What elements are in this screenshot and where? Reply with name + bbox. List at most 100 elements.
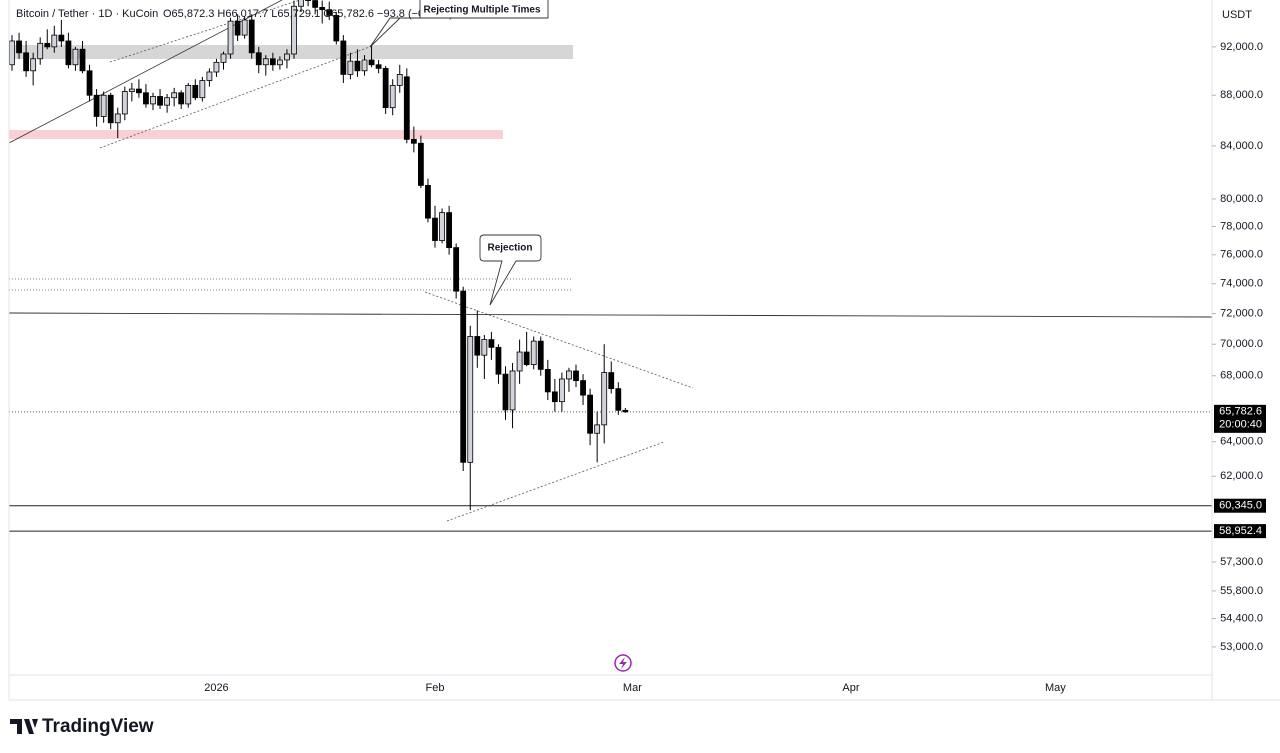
candle-body: [319, 6, 326, 11]
candle-body: [93, 94, 100, 117]
candle-body: [23, 52, 30, 72]
y-tick-label: 54,400.0: [1220, 612, 1263, 624]
y-tick-label: 80,000.0: [1220, 193, 1263, 205]
candle-body: [262, 58, 269, 66]
candle-body: [495, 346, 502, 375]
candle-body: [227, 20, 234, 55]
candle-body: [460, 290, 467, 463]
candle-body: [51, 34, 58, 48]
candle-body: [220, 53, 227, 63]
candle-body: [241, 19, 248, 36]
candle-body: [573, 370, 579, 381]
y-tick-label: 62,000.0: [1220, 470, 1263, 482]
candle-body: [37, 42, 44, 60]
candle-body: [305, 0, 312, 1]
candle-body: [171, 92, 178, 99]
candle-body: [86, 70, 93, 96]
candle-body: [544, 368, 551, 393]
candle-body: [65, 40, 72, 66]
symbol-header: Bitcoin / Tether · 1D · KuCoin: [16, 8, 158, 20]
candle-body: [114, 113, 121, 124]
candle-body: [44, 42, 51, 48]
countdown-label: 20:00:40: [1219, 419, 1262, 431]
x-tick-label: May: [1045, 682, 1066, 694]
candle-body: [474, 336, 481, 356]
candle-body: [284, 53, 290, 61]
candle-body: [30, 58, 37, 72]
lightning-icon: [619, 657, 627, 669]
callout: Rejecting Multiple Times: [369, 0, 549, 48]
x-tick-label: Feb: [426, 682, 445, 694]
candle-body: [417, 142, 424, 186]
candle-body: [135, 88, 142, 94]
candle-body: [213, 61, 220, 73]
candle-body: [333, 15, 340, 42]
annotation: Rejecting Multiple Times: [423, 5, 540, 16]
logo-text: TradingView: [42, 716, 154, 737]
candle-body: [467, 336, 474, 463]
last-price-label: 65,782.6: [1219, 406, 1262, 418]
candle-body: [121, 91, 128, 115]
candle-body: [375, 64, 382, 69]
candle-body: [580, 380, 586, 396]
candle-body: [107, 94, 114, 124]
candle-body: [566, 370, 572, 380]
candle-body: [559, 378, 565, 403]
candle-body: [425, 185, 431, 219]
callout-box: [479, 234, 542, 306]
y-tick-label: 57,300.0: [1220, 556, 1263, 568]
candle-body: [326, 9, 333, 16]
y-tick-label: 68,000.0: [1220, 370, 1263, 382]
candle-body: [396, 74, 403, 86]
candle-body: [488, 339, 495, 348]
logo-mark: [10, 719, 38, 734]
candle-body: [128, 88, 135, 92]
ohlc-legend: O65,872.3 H66,017.7 L65,729.1 C65,782.6 …: [163, 8, 453, 20]
y-tick-label: 92,000.0: [1220, 41, 1263, 53]
candle-body: [523, 351, 530, 366]
candle-body: [269, 58, 276, 66]
candle-body: [276, 59, 283, 66]
candle-body: [453, 247, 460, 292]
candle-body: [551, 391, 558, 403]
candle-body: [403, 76, 410, 140]
plot-area: [8, 0, 1213, 532]
candle-body: [291, 5, 297, 55]
candle-body: [530, 340, 537, 366]
candle-body: [594, 424, 601, 434]
candle-body: [587, 394, 593, 434]
x-tick-label: 2026: [204, 682, 228, 694]
level-label-box: [1214, 498, 1266, 513]
candle-body: [72, 48, 79, 66]
annotation: Rejection: [487, 243, 532, 254]
level-label: 58,952.4: [1219, 525, 1262, 537]
y-tick-label: 72,000.0: [1220, 307, 1263, 319]
candle-body: [248, 19, 255, 54]
y-tick-label: 88,000.0: [1220, 89, 1263, 101]
candle-body: [206, 71, 213, 81]
candle-body: [340, 40, 347, 75]
trendline: [99, 45, 373, 149]
x-tick-label: Mar: [623, 682, 642, 694]
candle-body: [368, 59, 375, 66]
candle-body: [615, 388, 622, 411]
y-tick-label: 64,000.0: [1220, 436, 1263, 448]
candle-body: [537, 340, 544, 370]
candle-body: [432, 217, 438, 241]
candle-body: [192, 84, 199, 99]
trendline: [109, 0, 301, 63]
trendline: [446, 441, 665, 522]
candle-body: [9, 40, 15, 66]
candle-body: [298, 0, 304, 7]
support-zone: [9, 130, 503, 139]
candle-body: [361, 59, 368, 72]
tradingview-logo: TradingView: [10, 716, 154, 737]
last-price-box: [1214, 404, 1266, 433]
candle-body: [509, 370, 516, 411]
currency-label: USDT: [1222, 9, 1252, 21]
candle-body: [199, 80, 206, 99]
candle-body: [601, 372, 608, 426]
candle-body: [410, 138, 417, 144]
y-tick-label: 70,000.0: [1220, 338, 1263, 350]
candle-body: [16, 40, 22, 54]
